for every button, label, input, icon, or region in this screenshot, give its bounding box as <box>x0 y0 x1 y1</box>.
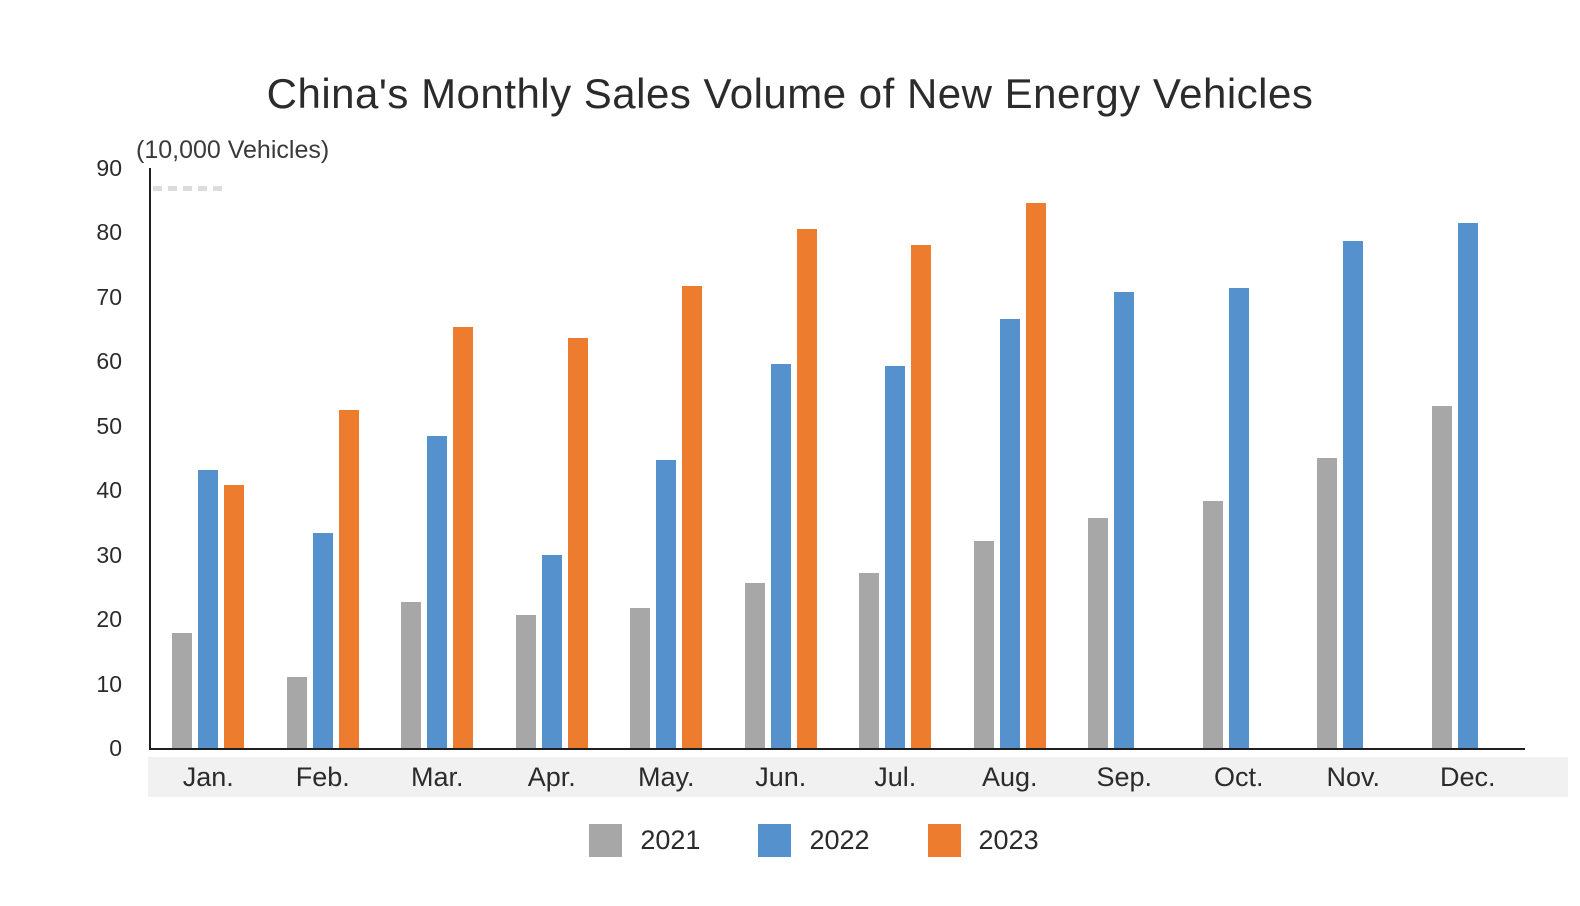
y-tick-label-30: 30 <box>96 541 122 568</box>
x-axis-label-feb: Feb. <box>295 762 350 792</box>
bar-2021-jul <box>859 573 880 748</box>
bar-2022-sep <box>1114 291 1135 748</box>
bar-2022-mar <box>427 436 448 748</box>
plot-area <box>149 168 1525 750</box>
x-axis-label-oct: Oct. <box>1213 762 1264 792</box>
bar-2023-apr <box>567 338 588 748</box>
bar-2021-apr <box>515 615 536 748</box>
y-axis-tick-labels: 0 10 20 30 40 50 60 70 80 90 <box>58 155 122 761</box>
bar-2022-jun <box>770 363 791 748</box>
x-axis-label-may: May. <box>637 762 695 792</box>
bar-group-dec <box>1411 168 1526 748</box>
bar-2023-jan <box>224 485 245 748</box>
x-axis-label-sep: Sep. <box>1096 762 1153 792</box>
bar-group-nov <box>1296 168 1411 748</box>
y-tick-label-70: 70 <box>96 283 122 310</box>
y-tick-label-60: 60 <box>96 348 122 375</box>
legend-item-2022: 2022 <box>758 824 870 857</box>
legend: 2021 2022 2023 <box>0 824 1580 857</box>
bar-group-mar <box>380 168 495 748</box>
bar-2021-mar <box>401 602 422 748</box>
legend-label-2021: 2021 <box>640 825 701 855</box>
y-tick-label-50: 50 <box>96 412 122 439</box>
legend-item-2021: 2021 <box>589 824 700 857</box>
y-tick-label-0: 0 <box>109 735 122 761</box>
bar-2022-nov <box>1343 241 1364 748</box>
legend-label-2023: 2023 <box>978 825 1039 855</box>
y-tick-label-10: 10 <box>96 670 122 697</box>
bar-2021-feb <box>286 677 307 748</box>
bar-2021-nov <box>1317 458 1338 748</box>
bar-2022-oct <box>1228 287 1249 748</box>
x-axis-label-aug: Aug. <box>981 762 1038 792</box>
bar-2021-sep <box>1088 517 1109 748</box>
bar-group-jul <box>838 168 953 748</box>
bar-group-may <box>609 168 724 748</box>
legend-label-2022: 2022 <box>809 825 870 855</box>
legend-swatch-2023 <box>927 824 961 857</box>
y-axis-unit-label: (10,000 Vehicles) <box>136 136 330 164</box>
bar-2022-feb <box>312 532 333 748</box>
bar-group-jun <box>724 168 839 748</box>
bar-2022-jul <box>885 365 906 748</box>
x-axis-label-apr: Apr. <box>527 762 576 792</box>
legend-swatch-2022 <box>758 824 792 857</box>
bar-2021-oct <box>1202 501 1223 748</box>
x-axis-label-mar: Mar. <box>410 762 464 792</box>
bar-group-aug <box>953 168 1068 748</box>
faded-text-artifact <box>153 186 227 191</box>
chart-title: China's Monthly Sales Volume of New Ener… <box>266 70 1314 117</box>
x-axis-label-jul: Jul. <box>874 762 917 792</box>
bar-group-apr <box>495 168 610 748</box>
legend-item-2023: 2023 <box>927 824 1039 857</box>
x-axis-label-jan: Jan. <box>182 762 234 792</box>
bar-2021-jun <box>744 583 765 748</box>
x-axis-label-nov: Nov. <box>1326 762 1380 792</box>
bar-2022-apr <box>541 555 562 748</box>
bar-2022-dec <box>1457 223 1478 748</box>
bar-2023-feb <box>338 409 359 748</box>
bar-2023-jul <box>911 245 932 748</box>
bar-2021-may <box>630 608 651 748</box>
bar-2023-mar <box>453 327 474 748</box>
bar-2022-aug <box>999 318 1020 748</box>
y-tick-label-90: 90 <box>96 155 122 181</box>
bar-2023-aug <box>1025 202 1046 748</box>
x-axis-label-dec: Dec. <box>1439 762 1496 792</box>
bar-2021-jan <box>172 632 193 748</box>
bar-group-sep <box>1067 168 1182 748</box>
bar-2021-dec <box>1431 405 1452 748</box>
bar-2022-may <box>656 459 677 748</box>
bar-group-jan <box>151 168 266 748</box>
x-axis-label-jun: Jun. <box>755 762 807 792</box>
bar-group-feb <box>266 168 381 748</box>
y-tick-label-80: 80 <box>96 219 122 246</box>
y-tick-label-20: 20 <box>96 606 122 633</box>
x-axis-labels: Jan. Feb. Mar. Apr. May. Jun. Jul. Aug. Sep. Oct.… <box>151 756 1525 798</box>
bar-2022-jan <box>198 470 219 748</box>
bar-2023-jun <box>796 228 817 748</box>
bar-group-oct <box>1182 168 1297 748</box>
x-axis-label-band <box>148 757 1568 797</box>
y-tick-label-40: 40 <box>96 477 122 504</box>
legend-swatch-2021 <box>589 824 623 857</box>
bar-2023-may <box>682 285 703 748</box>
bar-2021-aug <box>973 541 994 748</box>
